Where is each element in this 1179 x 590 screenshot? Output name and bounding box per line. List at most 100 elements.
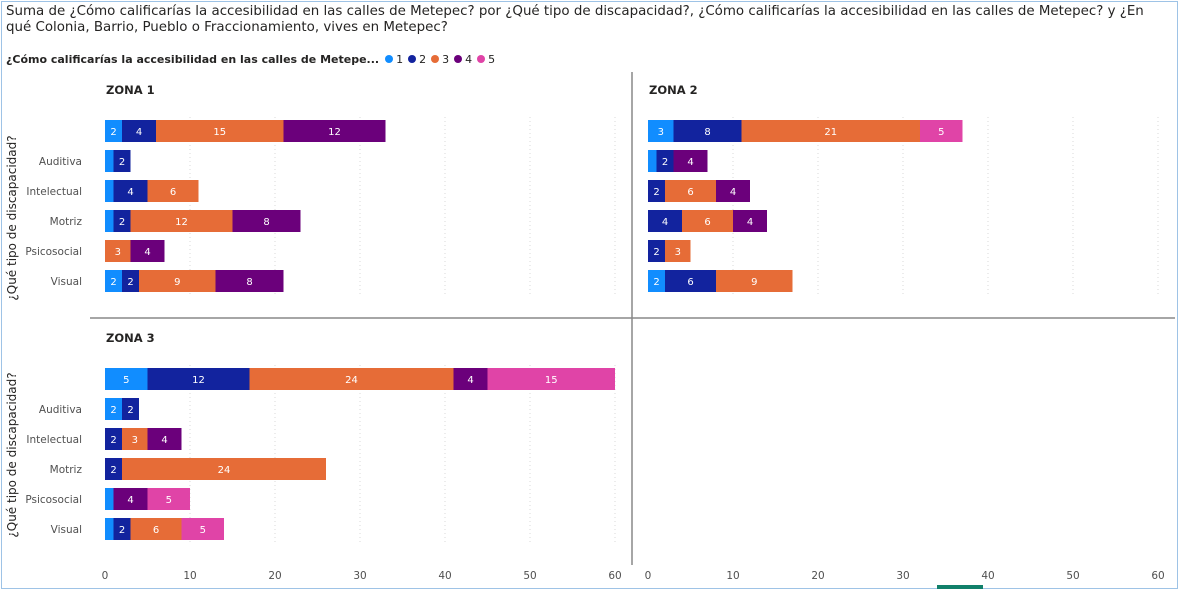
bar-segment [147, 488, 190, 510]
bar-segment [673, 120, 742, 142]
legend-item-1[interactable]: 1 [385, 53, 403, 66]
category-label: Auditiva [39, 156, 82, 168]
x-tick-label: 50 [1066, 570, 1079, 582]
data-label: 4 [144, 247, 150, 258]
data-label: 5 [123, 375, 129, 386]
bar-segment [283, 120, 386, 142]
bar-segment [122, 398, 139, 420]
legend-item-3[interactable]: 3 [431, 53, 449, 66]
data-label: 3 [658, 127, 664, 138]
data-label: 12 [175, 217, 188, 228]
legend-label: 2 [419, 52, 427, 66]
legend-item-2[interactable]: 2 [408, 53, 426, 66]
bar-segment [453, 368, 488, 390]
bar-segment [105, 240, 131, 262]
legend-dot-icon [477, 55, 486, 63]
data-label: 3 [132, 435, 138, 446]
bar-segment [105, 210, 114, 232]
bar-segment [105, 120, 122, 142]
bar-segment [122, 428, 148, 450]
bar-segment [130, 240, 165, 262]
bar-segment [122, 120, 156, 142]
data-label: 4 [467, 375, 473, 386]
data-label: 15 [213, 127, 226, 138]
category-label: Auditiva [39, 404, 82, 416]
bar-segment [105, 398, 122, 420]
bar-segment [139, 270, 216, 292]
data-label: 2 [119, 157, 125, 168]
bar-segment [648, 210, 682, 232]
bar-segment [673, 150, 708, 172]
data-label: 2 [110, 127, 116, 138]
data-label: 4 [127, 495, 133, 506]
bar-segment [113, 150, 131, 172]
x-tick-label: 30 [896, 570, 909, 582]
data-label: 4 [161, 435, 167, 446]
bar-segment [665, 270, 716, 292]
data-label: 2 [119, 217, 125, 228]
x-tick-label: 20 [268, 570, 281, 582]
data-label: 2 [127, 405, 133, 416]
legend-dot-icon [431, 55, 440, 63]
data-label: 4 [730, 187, 736, 198]
x-tick-label: 10 [183, 570, 196, 582]
category-label: Motriz [50, 464, 83, 476]
data-label: 4 [136, 127, 142, 138]
bar-segment [648, 240, 665, 262]
bar-segment [113, 210, 131, 232]
data-label: 12 [328, 127, 341, 138]
x-tick-label: 50 [523, 570, 536, 582]
bar-segment [648, 120, 674, 142]
bar-segment [232, 210, 301, 232]
panel-title: ZONA 2 [649, 83, 698, 97]
data-label: 5 [200, 525, 206, 536]
data-label: 4 [662, 217, 668, 228]
bar-segment [105, 270, 122, 292]
legend-item-5[interactable]: 5 [477, 53, 495, 66]
data-label: 5 [166, 495, 172, 506]
data-label: 2 [653, 247, 659, 258]
bar-segment [741, 120, 920, 142]
bar-segment [648, 270, 665, 292]
bar-segment [682, 210, 733, 232]
bar-segment [105, 368, 148, 390]
bar-segment [122, 458, 326, 480]
legend-label: 5 [488, 52, 496, 66]
bar-segment [716, 180, 750, 202]
data-label: 2 [127, 277, 133, 288]
bar-segment [147, 428, 182, 450]
data-label: 4 [127, 187, 133, 198]
data-label: 24 [218, 465, 231, 476]
bar-segment [733, 210, 767, 232]
data-label: 6 [170, 187, 176, 198]
data-label: 15 [545, 375, 558, 386]
bar-segment [156, 120, 284, 142]
x-tick-label: 60 [608, 570, 621, 582]
x-tick-label: 40 [981, 570, 994, 582]
data-label: 2 [110, 465, 116, 476]
bar-segment [105, 458, 122, 480]
legend-dot-icon [454, 55, 463, 63]
category-label: Visual [51, 524, 82, 536]
horizontal-scrollbar[interactable] [937, 585, 983, 589]
data-label: 21 [824, 127, 837, 138]
data-label: 12 [192, 375, 205, 386]
data-label: 5 [938, 127, 944, 138]
data-label: 2 [653, 277, 659, 288]
x-tick-label: 20 [811, 570, 824, 582]
bar-segment [105, 488, 114, 510]
data-label: 9 [751, 277, 757, 288]
data-label: 9 [174, 277, 180, 288]
panel-2: ZONA 2 3 8 21 5 2 4 2 6 4 4 6 4 2 3 2 6 9 [648, 83, 1159, 295]
x-tick-label: 30 [353, 570, 366, 582]
panel-1: ZONA 1 ¿Qué tipo de discapacidad? Auditiva… [5, 83, 616, 301]
x-tick-label: 60 [1151, 570, 1164, 582]
data-label: 2 [110, 435, 116, 446]
data-label: 2 [110, 405, 116, 416]
legend-item-4[interactable]: 4 [454, 53, 472, 66]
data-label: 8 [246, 277, 252, 288]
y-axis-title: ¿Qué tipo de discapacidad? [5, 372, 19, 537]
x-tick-label: 40 [438, 570, 451, 582]
data-label: 2 [662, 157, 668, 168]
data-label: 24 [345, 375, 358, 386]
